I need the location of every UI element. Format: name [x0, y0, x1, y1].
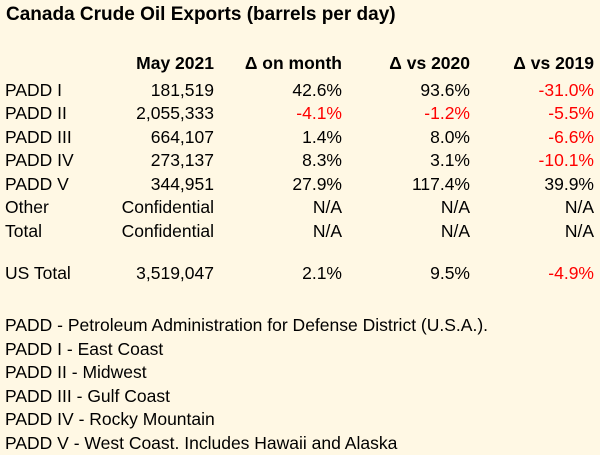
- table-row: Other Confidential N/A N/A N/A: [0, 196, 596, 220]
- footnote: PADD I - East Coast: [5, 338, 164, 359]
- cell-value: N/A: [440, 220, 470, 241]
- header-cell-delta-2019: Δ vs 2019: [513, 53, 594, 73]
- cell-value: 42.6%: [292, 79, 342, 100]
- table-title: Canada Crude Oil Exports (barrels per da…: [6, 4, 396, 25]
- cell-value: -5.5%: [548, 103, 594, 123]
- cell-value: -4.1%: [296, 103, 342, 123]
- header-row: May 2021 Δ on month Δ vs 2020 Δ vs 2019: [0, 52, 596, 79]
- table-row: PADD I 181,519 42.6% 93.6% -31.0%: [0, 79, 596, 103]
- cell-value: -6.6%: [548, 126, 594, 147]
- cell-value: N/A: [312, 220, 342, 241]
- table-row: PADD IV 273,137 8.3% 3.1% -10.1%: [0, 149, 596, 173]
- cell-value: 2,055,333: [136, 103, 214, 123]
- cell-value: 9.5%: [430, 263, 470, 283]
- cell-value: Confidential: [121, 220, 214, 241]
- row-label: Other: [5, 197, 49, 217]
- header-cell-delta-2020: Δ vs 2020: [389, 53, 470, 73]
- table-row: US Total 3,519,047 2.1% 9.5% -4.9%: [0, 262, 596, 286]
- cell-value: N/A: [564, 197, 594, 217]
- footnote: PADD IV - Rocky Mountain: [5, 409, 215, 429]
- row-label: Total: [5, 220, 42, 241]
- row-label: PADD I: [5, 79, 63, 100]
- cell-value: 3,519,047: [136, 263, 214, 283]
- footnotes: PADD - Petroleum Administration for Defe…: [5, 314, 488, 455]
- cell-value: 93.6%: [420, 79, 470, 100]
- table-row: PADD III 664,107 1.4% 8.0% -6.6%: [0, 126, 596, 150]
- table-row: Total Confidential N/A N/A N/A: [0, 220, 596, 244]
- row-label: PADD IV: [5, 150, 74, 170]
- cell-value: 8.3%: [302, 150, 342, 170]
- cell-value: N/A: [312, 197, 342, 217]
- cell-value: Confidential: [121, 197, 214, 217]
- row-label: PADD V: [5, 173, 69, 194]
- cell-value: N/A: [564, 220, 594, 241]
- row-label: PADD II: [5, 103, 67, 123]
- cell-value: 39.9%: [544, 173, 594, 194]
- cell-value: -31.0%: [538, 79, 594, 100]
- cell-value: -1.2%: [424, 103, 470, 123]
- cell-value: 1.4%: [302, 126, 342, 147]
- cell-value: 344,951: [150, 173, 214, 194]
- spacer-row: [0, 243, 596, 262]
- cell-value: 664,107: [150, 126, 214, 147]
- cell-value: 27.9%: [292, 173, 342, 194]
- header-cell-may-2021: May 2021: [136, 53, 214, 73]
- cell-value: 3.1%: [430, 150, 470, 170]
- footnote: PADD - Petroleum Administration for Defe…: [5, 315, 489, 335]
- table-row: PADD II 2,055,333 -4.1% -1.2% -5.5%: [0, 102, 596, 126]
- footnote: PADD III - Gulf Coast: [5, 385, 170, 406]
- row-label: PADD III: [5, 126, 72, 147]
- cell-value: -10.1%: [538, 150, 594, 170]
- header-cell-label: [0, 52, 98, 79]
- row-label: US Total: [5, 263, 71, 283]
- footnote: PADD II - Midwest: [5, 362, 147, 382]
- cell-value: 117.4%: [411, 173, 470, 194]
- cell-value: -4.9%: [548, 263, 594, 283]
- cell-value: 181,519: [150, 79, 214, 100]
- cell-value: 8.0%: [430, 126, 470, 147]
- cell-value: N/A: [440, 197, 470, 217]
- table-row: PADD V 344,951 27.9% 117.4% 39.9%: [0, 173, 596, 197]
- header-cell-delta-month: Δ on month: [244, 53, 342, 73]
- cell-value: 273,137: [150, 150, 214, 170]
- cell-value: 2.1%: [302, 263, 342, 283]
- exports-table: May 2021 Δ on month Δ vs 2020 Δ vs 2019 …: [0, 52, 596, 286]
- spacer-cell: [0, 243, 596, 262]
- footnote: PADD V - West Coast. Includes Hawaii and…: [5, 432, 398, 453]
